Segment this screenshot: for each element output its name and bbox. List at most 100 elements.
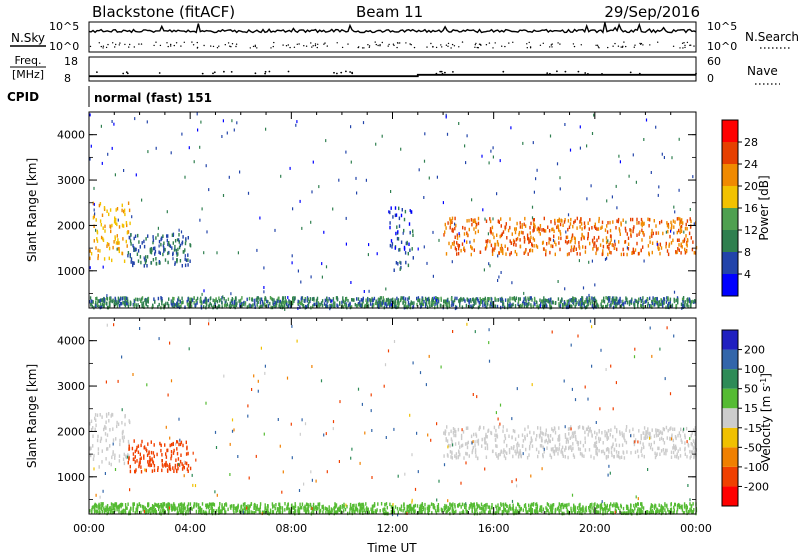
- data-point: [523, 291, 525, 295]
- data-point: [118, 241, 120, 245]
- data-point: [200, 120, 202, 124]
- n-search-dot: [133, 46, 135, 48]
- data-point: [276, 298, 278, 303]
- data-point: [678, 216, 680, 221]
- data-point: [242, 510, 244, 514]
- data-point: [571, 510, 573, 515]
- data-point: [196, 112, 198, 116]
- data-point: [98, 299, 101, 304]
- data-point: [408, 303, 410, 307]
- data-point: [554, 218, 556, 223]
- data-point: [504, 502, 507, 506]
- data-point: [653, 297, 655, 302]
- data-point: [489, 239, 491, 244]
- data-point: [394, 505, 397, 509]
- data-point: [106, 294, 108, 298]
- data-point: [382, 511, 385, 515]
- n-search-dot: [633, 46, 635, 48]
- data-point: [113, 323, 115, 327]
- data-point: [254, 305, 256, 309]
- data-point: [426, 261, 428, 265]
- data-point: [504, 244, 506, 248]
- data-point: [360, 298, 363, 302]
- data-point: [531, 383, 533, 387]
- data-point: [552, 244, 554, 249]
- data-point: [459, 511, 461, 515]
- data-point: [650, 505, 652, 510]
- data-point: [524, 302, 526, 306]
- data-point: [557, 280, 559, 283]
- data-point: [531, 205, 534, 209]
- data-point: [281, 506, 284, 510]
- data-point: [176, 506, 178, 510]
- data-point: [366, 302, 369, 306]
- data-point: [517, 455, 520, 459]
- n-search-dot: [227, 42, 230, 44]
- data-point: [693, 445, 695, 449]
- n-search-dot: [413, 46, 416, 49]
- data-point: [541, 299, 543, 304]
- data-point: [672, 219, 675, 223]
- data-point: [633, 509, 635, 514]
- data-point: [427, 504, 429, 509]
- data-point: [461, 502, 464, 507]
- data-point: [453, 433, 455, 438]
- data-point: [109, 506, 111, 510]
- data-point: [609, 471, 611, 475]
- data-point: [144, 506, 147, 510]
- data-point: [558, 442, 561, 447]
- data-point: [205, 503, 207, 508]
- data-point: [398, 216, 401, 221]
- data-point: [680, 242, 682, 246]
- data-point: [670, 227, 672, 231]
- data-point: [647, 217, 649, 221]
- data-point: [478, 427, 480, 431]
- data-point: [562, 502, 564, 507]
- data-point: [673, 510, 675, 515]
- data-point: [395, 231, 397, 236]
- data-point: [558, 241, 560, 245]
- data-point: [623, 252, 625, 257]
- data-point: [600, 505, 603, 509]
- data-point: [496, 435, 499, 439]
- data-point: [616, 302, 618, 306]
- data-point: [101, 304, 103, 309]
- data-point: [419, 504, 421, 509]
- data-point: [663, 297, 665, 301]
- data-point: [643, 431, 645, 435]
- data-point: [637, 440, 639, 444]
- data-point: [379, 303, 381, 307]
- data-point: [514, 227, 516, 231]
- data-point: [284, 303, 286, 308]
- data-point: [692, 510, 694, 514]
- data-point: [652, 231, 654, 236]
- n-search-dot: [440, 44, 442, 46]
- data-point: [376, 304, 379, 309]
- data-point: [584, 436, 586, 440]
- data-point: [409, 248, 411, 252]
- data-point: [458, 233, 461, 238]
- data-point: [626, 252, 628, 257]
- data-point: [445, 300, 448, 304]
- cpid-label: CPID: [7, 90, 39, 104]
- data-point: [357, 297, 360, 301]
- data-point: [99, 413, 101, 417]
- data-point: [373, 296, 376, 301]
- data-point: [267, 304, 270, 308]
- data-point: [199, 218, 201, 222]
- data-point: [667, 222, 670, 227]
- data-point: [483, 504, 486, 508]
- data-point: [144, 261, 147, 265]
- data-point: [625, 511, 628, 515]
- data-point: [621, 511, 623, 515]
- data-point: [587, 221, 589, 225]
- data-point: [628, 300, 630, 304]
- data-point: [134, 247, 137, 252]
- data-point: [164, 443, 166, 447]
- data-point: [402, 509, 404, 513]
- data-point: [681, 508, 684, 512]
- data-point: [507, 302, 509, 307]
- data-point: [252, 510, 254, 515]
- data-point: [163, 502, 166, 506]
- data-point: [609, 504, 611, 508]
